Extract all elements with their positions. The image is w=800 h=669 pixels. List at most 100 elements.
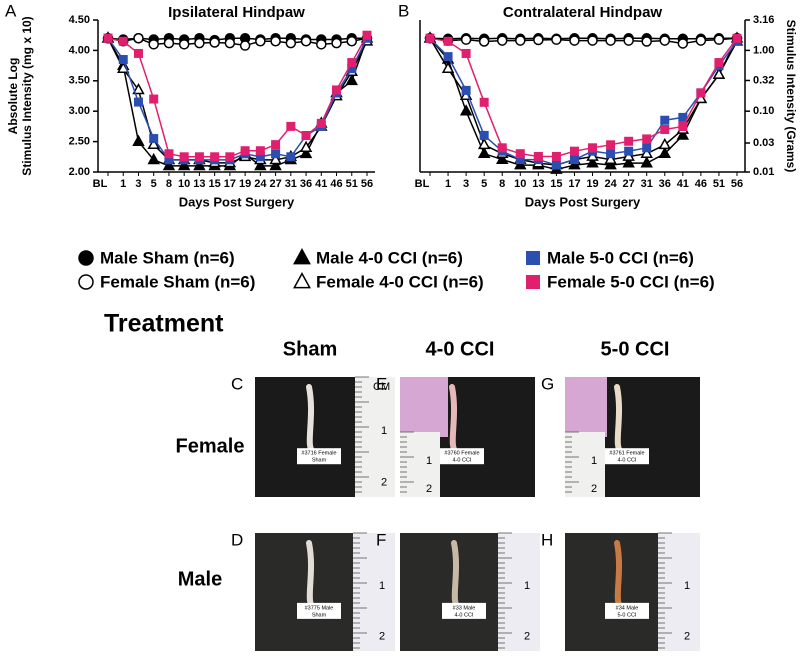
data-point — [479, 130, 489, 140]
y2-tick-label: 0.32 — [753, 74, 774, 86]
data-point — [569, 146, 579, 156]
x-tick-label: 51 — [713, 178, 725, 190]
x-tick-label: 19 — [586, 178, 598, 190]
ruler-label: 2 — [684, 631, 690, 643]
y2-tick-label: 1.00 — [753, 44, 774, 56]
panel-letter: C — [231, 374, 243, 393]
data-point — [624, 146, 634, 156]
ruler-label: 2 — [426, 483, 432, 495]
specimen-tag-text: #3716 Female — [301, 451, 336, 457]
data-point — [658, 146, 671, 159]
data-point — [732, 33, 742, 43]
data-point — [496, 152, 509, 164]
nerve — [614, 384, 624, 455]
data-point — [255, 36, 266, 47]
x-tick-label: BL — [415, 178, 430, 190]
x-tick-label: 41 — [677, 178, 689, 190]
panel-letter: D — [231, 530, 243, 549]
data-point — [478, 36, 490, 47]
data-point — [255, 152, 265, 162]
data-point — [299, 140, 313, 153]
x-tick-label: 31 — [285, 178, 297, 190]
data-point — [132, 82, 145, 95]
specimen-tag-text: 4-0 CCI — [455, 612, 474, 618]
y-tick-label: 4.50 — [69, 14, 90, 26]
row-label: Male — [178, 568, 222, 590]
glove — [565, 377, 607, 437]
data-point — [149, 94, 159, 104]
series-line — [429, 37, 738, 166]
data-point — [642, 134, 652, 144]
x-tick-label: 36 — [300, 178, 312, 190]
data-point — [588, 143, 598, 153]
data-point — [210, 152, 220, 162]
glove — [400, 377, 448, 437]
data-point — [677, 38, 689, 49]
x-tick-label: 8 — [166, 178, 172, 190]
specimen-tag-text: #3775 Male — [305, 605, 334, 611]
data-point — [443, 36, 453, 46]
y-tick-label: 3.00 — [69, 105, 90, 117]
data-point — [269, 152, 282, 165]
y-tick-label: 2.00 — [69, 166, 90, 178]
ruler-label: 2 — [379, 631, 385, 643]
ruler-label: 1 — [524, 580, 530, 592]
x-tick-label: 15 — [209, 178, 221, 190]
data-point — [179, 152, 189, 162]
x-tick-label: 56 — [361, 178, 373, 190]
series-line — [429, 37, 737, 40]
data-point — [239, 40, 251, 51]
data-point — [477, 146, 491, 159]
specimen-tag-text: 4-0 CCI — [453, 458, 472, 464]
x-tick-label: 13 — [532, 178, 544, 190]
y-axis-title: Stimulus Intensity (mg x 10) — [20, 16, 34, 175]
data-point — [224, 37, 236, 49]
data-point — [178, 39, 190, 50]
y2-tick-label: 0.03 — [753, 137, 774, 149]
y-tick-label: 2.50 — [69, 136, 90, 148]
data-point — [477, 137, 491, 150]
data-point — [362, 30, 372, 40]
specimen-tag — [440, 448, 484, 465]
data-point — [270, 36, 281, 47]
data-point — [569, 35, 580, 46]
panel-letter: E — [376, 374, 387, 393]
data-point — [193, 158, 206, 171]
ruler-label: 1 — [381, 425, 387, 437]
y2-tick-label: 0.10 — [753, 105, 774, 117]
x-tick-label: 1 — [120, 178, 126, 190]
data-point — [441, 61, 455, 74]
data-point — [133, 32, 144, 44]
data-point — [460, 34, 472, 45]
specimen-tag — [605, 602, 649, 619]
data-point — [209, 37, 220, 48]
x-tick-label: 51 — [346, 178, 358, 190]
legend-label: Female 5-0 CCI (n=6) — [547, 272, 715, 291]
data-point — [149, 134, 159, 144]
data-point — [194, 37, 205, 49]
specimen-tag — [297, 448, 341, 465]
data-point — [568, 158, 581, 170]
data-point — [660, 115, 670, 125]
data-point — [696, 88, 706, 98]
x-tick-label: 3 — [135, 178, 141, 190]
data-point — [103, 33, 113, 43]
data-point — [642, 143, 652, 153]
series-line — [107, 37, 368, 167]
legend-marker — [526, 251, 540, 265]
panel-letter: A — [5, 1, 17, 20]
x-tick-label: 19 — [239, 178, 251, 190]
data-point — [641, 36, 652, 47]
data-point — [604, 158, 617, 170]
x-axis-title: Days Post Surgery — [525, 194, 641, 209]
x-tick-label: 24 — [604, 178, 617, 190]
data-point — [461, 85, 471, 95]
specimen-tag — [442, 602, 486, 619]
data-point — [443, 52, 453, 62]
data-point — [163, 37, 175, 49]
series-line — [429, 37, 738, 158]
legend-label: Female 4-0 CCI (n=6) — [316, 272, 484, 291]
